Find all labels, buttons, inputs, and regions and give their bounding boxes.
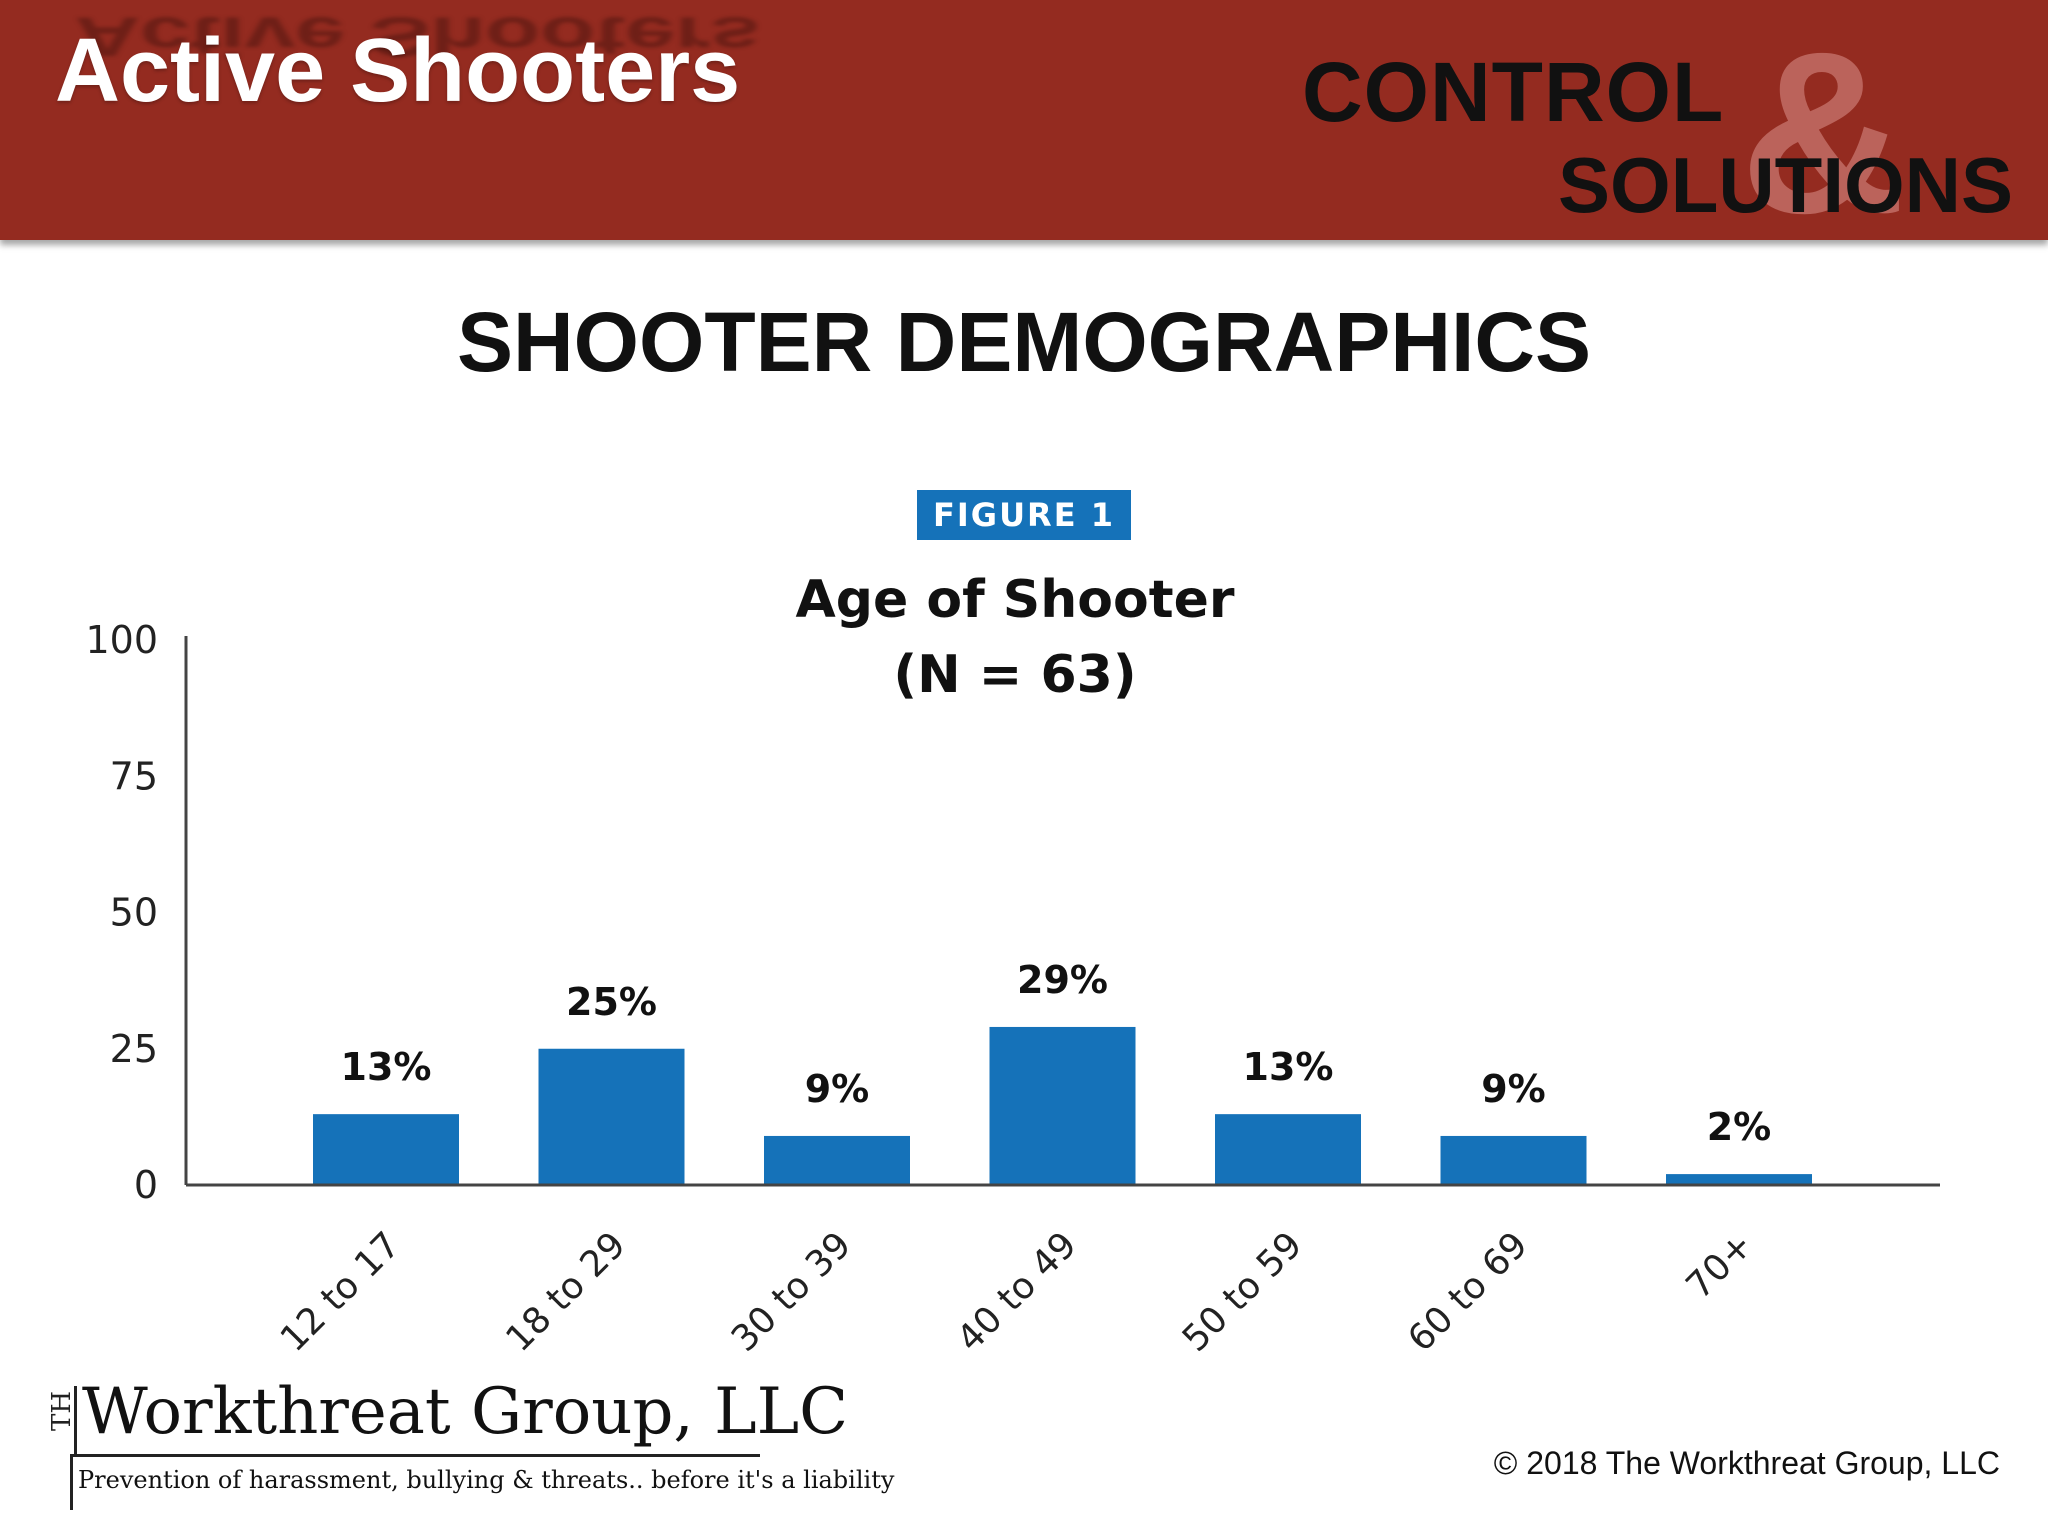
presentation-title: Active Shooters (55, 21, 741, 121)
figure-badge: FIGURE 1 (917, 490, 1131, 540)
y-tick-label: 50 (110, 891, 158, 935)
y-tick-label: 25 (110, 1027, 158, 1071)
bar-50-to-59 (1215, 1114, 1361, 1184)
logo-solutions-text: SOLUTIONS (1558, 141, 2014, 229)
x-tick-label: 18 to 29 (498, 1224, 634, 1360)
y-tick-label: 0 (134, 1163, 158, 1207)
company-tagline: Prevention of harassment, bullying & thr… (78, 1466, 895, 1494)
x-tick-label: 12 to 17 (273, 1224, 409, 1360)
bar-60-to-69 (1440, 1135, 1587, 1184)
bar-18-to-29 (538, 1048, 685, 1184)
data-label: 13% (341, 1045, 432, 1089)
chart-title-block: Age of Shooter (N = 63) (765, 563, 1265, 714)
bar-70 (1666, 1174, 1812, 1184)
bar-30-to-39 (764, 1135, 910, 1184)
logo-control-text: CONTROL (1302, 45, 1725, 139)
bar-40-to-49 (989, 1026, 1136, 1184)
chart-title: Age of Shooter (795, 570, 1235, 630)
x-tick-label: 60 to 69 (1400, 1224, 1536, 1360)
age-of-shooter-bar-chart: 0 25 50 75 100 13% 12 to 17 25% 18 to 29 9% 30 to … (85, 618, 1940, 1360)
control-solutions-logo: & CONTROL SOLUTIONS (1290, 18, 2014, 248)
data-label: 2% (1707, 1105, 1772, 1149)
data-label: 25% (566, 980, 657, 1024)
y-tick-label: 75 (110, 754, 158, 798)
company-name: Workthreat Group, LLC (82, 1375, 849, 1449)
logo-divider (70, 1454, 760, 1457)
x-tick-label: 70+ (1679, 1224, 1762, 1307)
data-label: 9% (1481, 1067, 1546, 1111)
th-mark: TH (34, 1386, 77, 1456)
data-label: 13% (1243, 1045, 1334, 1089)
x-tick-label: 50 to 59 (1175, 1224, 1311, 1360)
logo-ampersand: & (1740, 4, 1907, 261)
header-banner: Active Shooters Active Shooters & CONTRO… (0, 0, 2048, 248)
bar-12-to-17 (313, 1114, 459, 1184)
x-tick-label: 30 to 39 (724, 1224, 860, 1360)
slide-title: SHOOTER DEMOGRAPHICS (456, 295, 1592, 389)
data-label: 29% (1017, 958, 1108, 1002)
chart-subtitle: (N = 63) (893, 645, 1137, 706)
logo-vertical-divider (70, 1454, 73, 1510)
x-tick-label: 40 to 49 (949, 1224, 1085, 1360)
copyright-notice: © 2018 The Workthreat Group, LLC (1493, 1445, 2000, 1481)
y-tick-label: 100 (85, 618, 158, 662)
workthreat-logo: TH Workthreat Group, LLC Prevention of h… (30, 1380, 894, 1510)
data-label: 9% (805, 1067, 870, 1111)
